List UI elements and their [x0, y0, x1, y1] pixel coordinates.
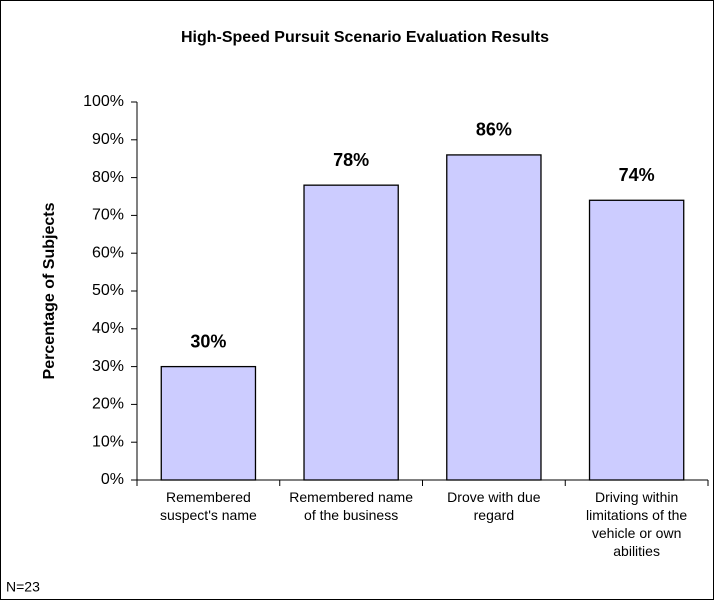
x-tick-label: Remembered suspect's name [159, 489, 257, 523]
y-tick-label: 40% [92, 320, 124, 337]
bar [446, 154, 542, 481]
y-tick-label: 60% [92, 244, 124, 261]
bar [303, 184, 399, 481]
y-tick-label: 90% [92, 131, 124, 148]
chart-title: High-Speed Pursuit Scenario Evaluation R… [181, 29, 549, 46]
y-tick-label: 70% [92, 207, 124, 224]
y-tick-label: 10% [92, 433, 124, 450]
value-label: 74% [619, 165, 655, 185]
x-tick-label: Remembered name of the business [289, 489, 413, 523]
x-tick-label: Driving within limitations of the vehicl… [586, 489, 688, 559]
value-label: 78% [333, 150, 369, 170]
y-tick-label: 50% [92, 282, 124, 299]
y-tick-label: 80% [92, 169, 124, 186]
value-label: 30% [190, 331, 226, 351]
annotation: N=23 [6, 579, 40, 595]
x-tick-label: Drove with due regard [447, 489, 541, 523]
y-tick-label: 20% [92, 396, 124, 413]
value-label: 86% [476, 120, 512, 140]
y-tick-label: 30% [92, 358, 124, 375]
y-axis-title: Percentage of Subjects [41, 202, 58, 379]
bar [160, 365, 257, 481]
y-tick-label: 100% [83, 93, 124, 110]
y-tick-label: 0% [101, 471, 124, 488]
bar [588, 199, 685, 481]
